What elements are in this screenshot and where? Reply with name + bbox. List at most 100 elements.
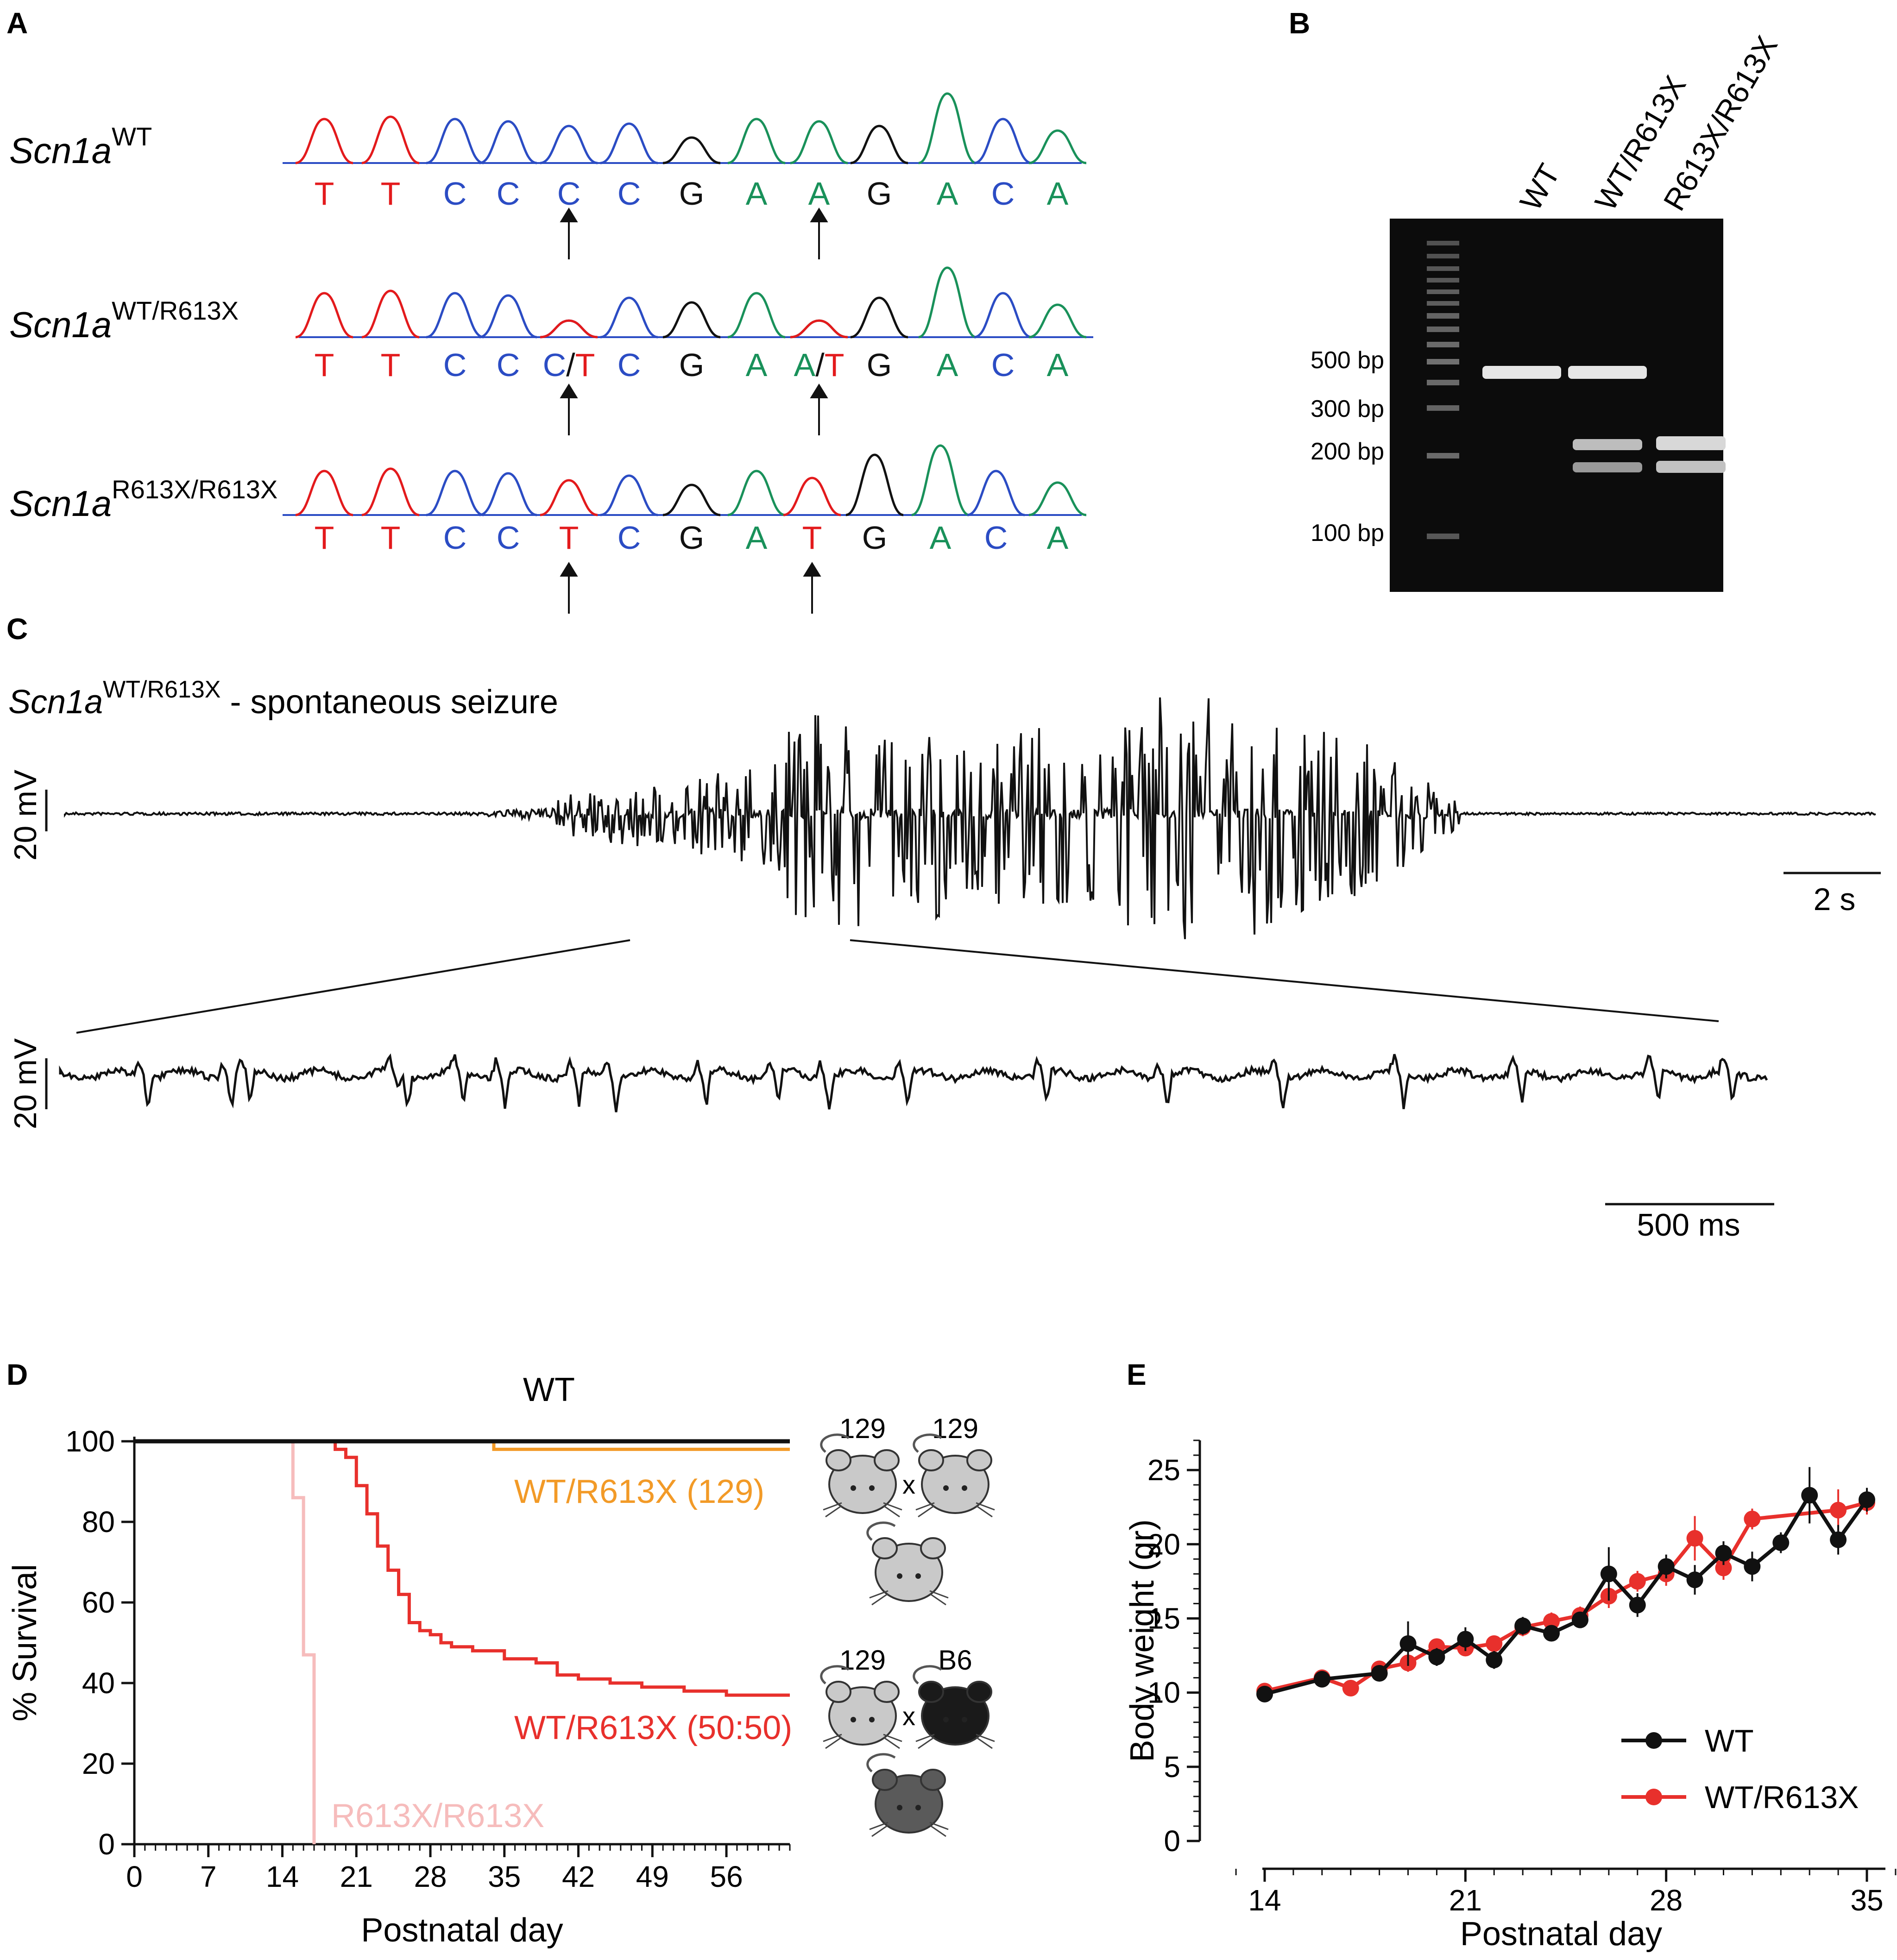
scale-label-time-bottom: 500 ms xyxy=(1637,1207,1740,1243)
chromatogram-peak-G xyxy=(662,301,721,339)
weight-point xyxy=(1744,1558,1761,1575)
base-letter: C xyxy=(443,520,467,556)
survival-y-axis-label: % Survival xyxy=(6,1564,44,1721)
row-label-hom: Scn1aR613X/R613X xyxy=(9,475,277,524)
weight-x-tick-label: 35 xyxy=(1850,1884,1883,1917)
weight-point xyxy=(1543,1613,1560,1630)
base-letter: C xyxy=(497,520,520,556)
weight-series-wt xyxy=(1256,1467,1875,1702)
base-letter: C xyxy=(618,347,641,383)
weight-point xyxy=(1715,1559,1732,1577)
chromatogram-peak-A xyxy=(918,92,977,164)
survival-y-tick-label: 40 xyxy=(82,1666,115,1700)
chromatogram-peak-G xyxy=(662,136,721,164)
weight-point xyxy=(1313,1671,1330,1688)
base-letter: C xyxy=(991,347,1015,383)
weight-y-tick-label: 10 xyxy=(1147,1676,1180,1709)
panel-e: E 0 5 10 15 20 25 14 21 28 35 Postnatal day Body we… xyxy=(1124,1358,1897,1953)
row-label-het: Scn1aWT/R613X xyxy=(9,296,239,345)
survival-x-tick-label: 0 xyxy=(126,1860,143,1893)
chromatogram-peak-C xyxy=(479,294,537,339)
chromatogram-peak-C xyxy=(974,118,1032,164)
chromatogram-peak-T xyxy=(790,319,848,339)
weight-y-tick-label: 25 xyxy=(1147,1453,1180,1487)
chromatograms xyxy=(283,92,1093,516)
base-letter: C xyxy=(497,347,520,383)
base-letter: T xyxy=(315,347,334,383)
panel-a-letter: A xyxy=(6,6,28,40)
chromatogram-peak-A xyxy=(727,470,786,516)
weight-point xyxy=(1486,1652,1503,1669)
weight-point xyxy=(1543,1625,1560,1642)
weight-point xyxy=(1600,1565,1617,1583)
weight-point xyxy=(1571,1611,1588,1628)
base-letter: A xyxy=(930,520,952,556)
base-letter: G xyxy=(867,347,892,383)
survival-x-tick-label: 21 xyxy=(340,1860,373,1893)
legend-label-wt-r613x: WT/R613X xyxy=(1705,1780,1859,1815)
mouse-icon-129-parent-c xyxy=(820,1665,902,1749)
weight-point xyxy=(1772,1534,1790,1552)
panel-b: B WT WT/R613 xyxy=(1289,6,1784,592)
weight-point xyxy=(1457,1631,1474,1648)
eeg-trace-zoom xyxy=(59,1053,1768,1112)
eeg-trace-full xyxy=(64,697,1876,939)
weight-point xyxy=(1744,1510,1761,1527)
chromatogram-peak-A xyxy=(1028,303,1087,339)
chromatogram-peak-C xyxy=(600,122,658,164)
chromatogram-peak-A xyxy=(1028,481,1087,516)
mouse-icon-mixed-offspring xyxy=(866,1753,949,1837)
panel-c-letter: C xyxy=(6,612,28,646)
mouse-icon-129-parent-b xyxy=(913,1433,995,1518)
weight-point xyxy=(1428,1648,1445,1665)
weight-line-wt-r613x xyxy=(1264,1501,1868,1693)
base-letter: A xyxy=(937,176,958,212)
mouse-icon-129-offspring xyxy=(866,1521,949,1606)
chromatogram-peak-T xyxy=(540,479,598,516)
chromatogram-peak-G xyxy=(850,296,908,339)
weight-x-tick-label: 14 xyxy=(1248,1884,1281,1917)
chromatogram-row-0 xyxy=(283,92,1087,164)
base-letter: T xyxy=(381,347,401,383)
chromatogram-peak-G xyxy=(845,453,904,516)
weight-series-wt-r613x xyxy=(1256,1489,1875,1700)
chromatogram-peak-C xyxy=(426,470,484,516)
weight-y-tick-label: 0 xyxy=(1164,1824,1180,1858)
base-letter: A xyxy=(1047,520,1069,556)
survival-y-tick-label: 20 xyxy=(82,1747,115,1780)
base-letter: C xyxy=(497,176,520,212)
survival-x-tick-label: 56 xyxy=(710,1860,743,1893)
weight-point xyxy=(1830,1501,1847,1519)
base-letter: T xyxy=(315,176,334,212)
base-letter: C xyxy=(443,347,467,383)
ladder-100: 100 bp xyxy=(1311,520,1384,547)
legend-marker-wt xyxy=(1645,1732,1662,1749)
weight-point xyxy=(1859,1491,1875,1508)
base-letter: G xyxy=(679,520,704,556)
zoom-line-left xyxy=(76,939,630,1034)
scale-label-mv-top: 20 mV xyxy=(8,769,43,861)
weight-point xyxy=(1686,1530,1703,1547)
zoom-line-right xyxy=(850,939,1719,1022)
gel-lane-hom: R613X/R613X xyxy=(1657,30,1784,216)
gel-ladder xyxy=(1427,241,1459,539)
chromatogram-peak-T xyxy=(783,477,841,516)
base-letter: T xyxy=(381,176,401,212)
base-letter: A xyxy=(808,176,830,212)
survival-x-tick-label: 7 xyxy=(200,1860,217,1893)
chromatogram-peak-C xyxy=(479,120,537,164)
survival-series-r613x-r613x xyxy=(134,1439,316,1844)
panel-d: D WT 0 7 14 21 28 35 42 49 56 0 20 40 60 80 100 Postnat… xyxy=(6,1358,995,1949)
chromatogram-row-2 xyxy=(283,444,1087,516)
base-letter: C xyxy=(443,176,467,212)
survival-chart: 0 7 14 21 28 35 42 49 56 0 20 40 60 80 100 Postnatal da… xyxy=(6,1425,792,1949)
panel-c-title: Scn1aWT/R613X - spontaneous seizure xyxy=(8,676,558,721)
chromatogram-peak-C xyxy=(600,296,658,339)
survival-x-tick-label: 49 xyxy=(636,1860,669,1893)
chromatogram-peak-C xyxy=(540,125,598,164)
ladder-200: 200 bp xyxy=(1311,438,1384,465)
chromatogram-peak-C xyxy=(426,292,484,339)
survival-y-tick-label: 60 xyxy=(82,1586,115,1619)
mouse-icons xyxy=(820,1433,995,1837)
panel-b-letter: B xyxy=(1289,6,1310,40)
